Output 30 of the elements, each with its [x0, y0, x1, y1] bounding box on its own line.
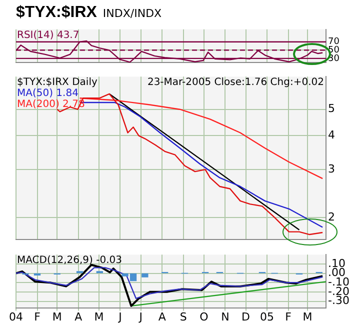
x-tick-label: M — [94, 310, 104, 324]
y-tick-label: -.30 — [328, 294, 350, 308]
y-tick-label: 4 — [328, 128, 335, 142]
annotation: 23-Mar-2005 Close:1.76 Chg:+0.02 — [147, 77, 324, 88]
y-tick-label: 50 — [328, 45, 340, 56]
y-tick-label: 30 — [328, 54, 340, 64]
series-label: $TYX:$IRX Daily — [17, 77, 98, 88]
x-tick-label: A — [74, 310, 83, 324]
series-label: MACD(12,26,9) -0.03 — [17, 255, 122, 266]
x-tick-label: M — [52, 310, 62, 324]
x-tick-label: J — [138, 310, 142, 324]
x-tick-label: S — [180, 310, 187, 324]
x-tick-label: F — [34, 310, 40, 324]
x-tick-label: O — [200, 310, 209, 324]
y-tick-label: 5 — [328, 102, 335, 116]
series-label: MA(50) 1.84 — [17, 88, 78, 100]
x-tick-label: N — [221, 310, 230, 324]
x-tick-label: 05 — [260, 310, 274, 324]
x-tick-label: D — [242, 310, 250, 324]
x-tick-label: J — [118, 310, 122, 324]
y-tick-label: 2 — [328, 210, 335, 224]
x-tick-label: 04 — [9, 310, 23, 324]
series-label: RSI(14) 43.7 — [17, 30, 80, 41]
x-tick-label: A — [158, 310, 166, 324]
y-tick-label: 3 — [328, 162, 335, 176]
chart-subtitle: INDX/INDX — [102, 7, 162, 20]
x-tick-label: M — [302, 310, 312, 324]
y-tick-label: 70 — [328, 37, 340, 48]
x-tick-label: F — [285, 310, 292, 324]
chart-title: $TYX:$IRX — [16, 4, 97, 21]
